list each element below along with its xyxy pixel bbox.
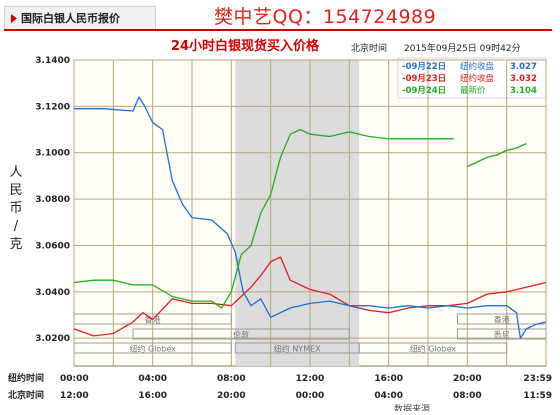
x-tick-label: 08:00 bbox=[217, 374, 246, 384]
y-tick-label: 3.0600 bbox=[35, 241, 70, 251]
y-tick-label: 3.0400 bbox=[35, 288, 70, 298]
y-axis-label-char: 人 bbox=[9, 165, 22, 180]
series-line-1 bbox=[74, 96, 546, 339]
y-tick-label: 3.1400 bbox=[35, 56, 70, 66]
market-band bbox=[358, 342, 508, 354]
x-tick-label: 20:00 bbox=[217, 391, 246, 401]
market-band-label: 纽约 Globex bbox=[410, 344, 457, 354]
series-line-2 bbox=[73, 256, 546, 337]
x-tick-label: 04:00 bbox=[138, 374, 167, 384]
timestamp-label: 北京时间 bbox=[351, 42, 387, 54]
market-band-label: 伦敦 bbox=[233, 330, 249, 340]
legend-entry-value: 3.032 bbox=[510, 74, 537, 84]
y-axis-label-char: 民 bbox=[9, 183, 22, 198]
legend-entry-tag: 纽约收盘 bbox=[460, 61, 495, 72]
legend-entry-tag: 纽约收盘 bbox=[460, 73, 495, 84]
timestamp-value: 2015年09月25日 09时42分 bbox=[404, 42, 521, 54]
x-tick-label: 12:00 bbox=[296, 374, 325, 384]
x-tick-label: 08:00 bbox=[453, 391, 482, 401]
legend-entry-name: -09月24日 bbox=[402, 86, 446, 96]
market-band bbox=[132, 328, 350, 340]
market-band-label: 纽约 NYMEX bbox=[274, 344, 321, 354]
watermark-text: 樊中艺QQ：154724989 bbox=[214, 6, 437, 28]
market-band bbox=[457, 328, 547, 340]
x-tick-label: 20:00 bbox=[453, 374, 482, 384]
market-band bbox=[73, 313, 232, 325]
y-tick-label: 3.0200 bbox=[35, 334, 70, 344]
market-band-label: 纽约 Globex bbox=[129, 344, 176, 354]
x-axis-row-label: 纽约时间 bbox=[8, 372, 44, 384]
y-tick-label: 3.1000 bbox=[35, 149, 70, 159]
tab-silver-rmb-quote[interactable]: 国际白银人民币报价 bbox=[4, 6, 156, 29]
y-axis-label-char: 克 bbox=[9, 237, 22, 252]
header-divider bbox=[4, 29, 552, 31]
play-arrow-icon bbox=[11, 13, 17, 23]
legend-entry-value: 3.027 bbox=[510, 62, 537, 72]
x-tick-label: 00:00 bbox=[296, 391, 325, 401]
data-source-label: 数据来源 bbox=[394, 403, 430, 411]
tab-label: 国际白银人民币报价 bbox=[21, 12, 120, 25]
x-tick-label: 11:59 bbox=[523, 391, 552, 401]
x-tick-label: 12:00 bbox=[60, 391, 89, 401]
series-line-3 bbox=[73, 128, 454, 309]
y-tick-label: 3.1200 bbox=[35, 102, 70, 112]
market-band bbox=[73, 342, 232, 354]
series-line-3-segment bbox=[467, 142, 527, 168]
x-tick-label: 00:00 bbox=[60, 374, 89, 384]
legend-entry-value: 3.104 bbox=[510, 86, 537, 96]
legend-entry-name: -09月23日 bbox=[402, 74, 446, 84]
legend-entry-name: -09月22日 bbox=[402, 62, 446, 72]
market-band-label: 香港 bbox=[494, 315, 510, 325]
x-tick-label: 23:59 bbox=[523, 374, 552, 384]
header-bar: 国际白银人民币报价 樊中艺QQ：154724989 bbox=[0, 0, 560, 36]
y-tick-label: 3.0800 bbox=[35, 195, 70, 205]
x-tick-label: 04:00 bbox=[374, 391, 403, 401]
x-axis-row-label: 北京时间 bbox=[8, 389, 44, 401]
legend-entry-tag: 最新价 bbox=[460, 85, 486, 96]
x-tick-label: 16:00 bbox=[138, 391, 167, 401]
chart-container: 香港 伦敦 纽约 Globex 纽约 NYMEX 纽约 Globex 悉尼 香港 24小时白… bbox=[0, 36, 560, 415]
shaded-session-region bbox=[235, 60, 360, 366]
x-tick-label: 16:00 bbox=[374, 374, 403, 384]
chart-title: 24小时白银现货买入价格 bbox=[171, 38, 320, 54]
market-band bbox=[457, 313, 547, 325]
legend-box bbox=[397, 57, 547, 99]
y-axis-label-char: 币 bbox=[9, 201, 22, 216]
y-axis-label-char: / bbox=[14, 219, 19, 234]
market-band-label: 悉尼 bbox=[494, 330, 510, 340]
